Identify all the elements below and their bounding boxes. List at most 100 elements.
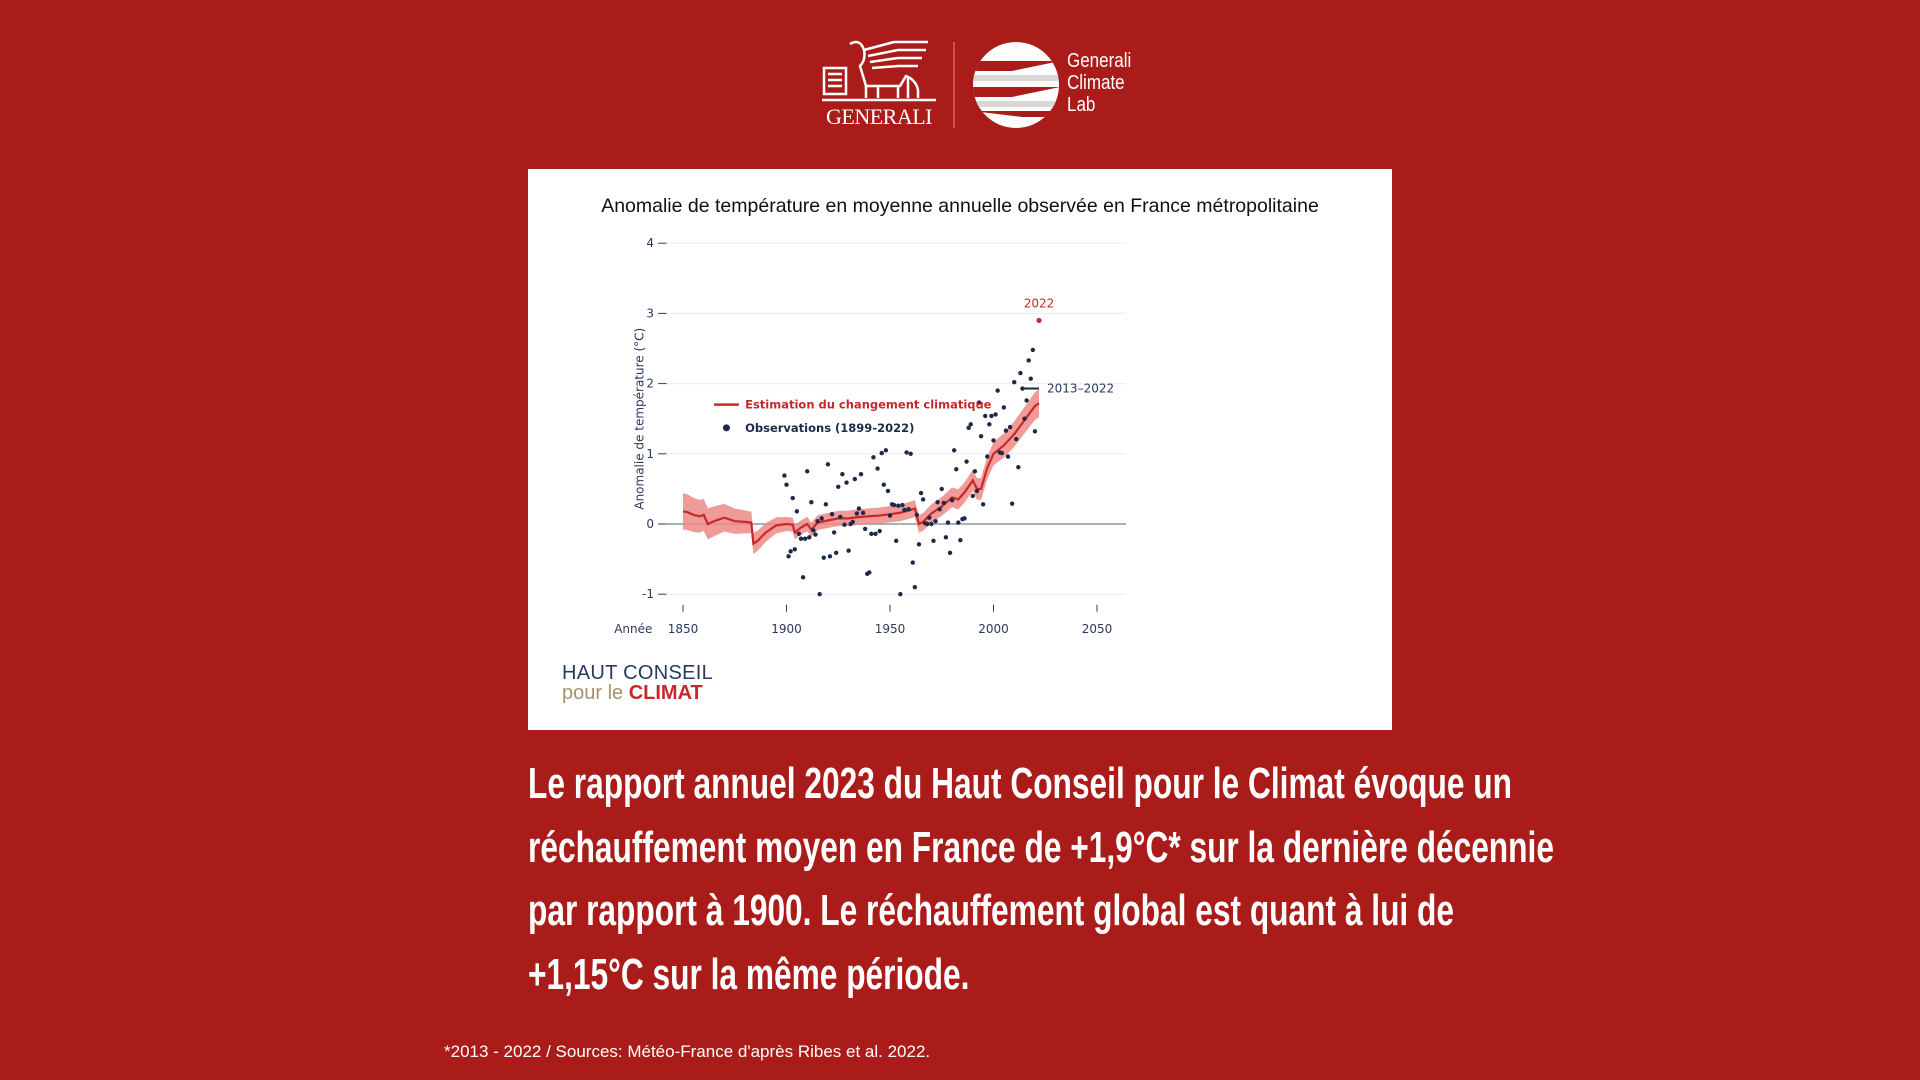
body-line: réchauffement moyen en France de +1,9°C*…	[528, 822, 1554, 872]
logo-divider	[953, 42, 955, 128]
observation-point	[925, 521, 930, 527]
observation-point	[933, 518, 938, 524]
highlight-label: 2022	[1024, 296, 1055, 310]
decade-mean-label: 2013–2022	[1047, 382, 1114, 396]
observation-point	[858, 471, 864, 477]
observation-point	[786, 554, 791, 559]
observation-point	[885, 488, 891, 494]
observation-point	[891, 502, 897, 508]
observation-point	[943, 535, 949, 540]
observation-point	[906, 507, 911, 512]
observation-point	[825, 462, 831, 467]
observation-point	[941, 500, 947, 506]
observation-point	[937, 507, 942, 512]
observation-point	[796, 531, 802, 537]
observation-point	[1014, 436, 1019, 442]
observation-point	[985, 454, 990, 459]
climate-lab-wordmark: Generali Climate Lab	[1067, 50, 1131, 116]
observation-point	[883, 448, 889, 453]
observation-point	[869, 531, 874, 537]
observation-point	[1018, 370, 1023, 376]
chart-title: Anomalie de température en moyenne annue…	[601, 195, 1319, 217]
observation-point	[871, 455, 876, 460]
observation-point	[939, 486, 944, 492]
observation-point	[976, 400, 982, 405]
observation-point	[1016, 464, 1021, 470]
observation-point	[914, 512, 920, 518]
y-tick-label: 1	[646, 447, 654, 461]
x-tick-label: 1950	[875, 622, 906, 636]
observation-point	[989, 413, 994, 419]
generali-logo: GENERALI	[822, 38, 936, 130]
observation-point	[790, 495, 795, 501]
y-tick-label: 4	[646, 236, 654, 250]
observation-point	[850, 519, 855, 525]
observation-point	[920, 497, 926, 502]
observation-point	[987, 422, 992, 427]
observation-point	[1032, 429, 1038, 434]
observation-point	[1007, 424, 1013, 430]
observation-point	[1030, 347, 1036, 353]
x-tick-label: 2000	[978, 622, 1009, 636]
hcc-logo: HAUT CONSEIL pour le CLIMAT	[562, 663, 713, 703]
observation-point	[819, 516, 824, 521]
observation-point	[838, 514, 843, 520]
observation-point	[1022, 416, 1027, 421]
legend-label-trend: Estimation du changement climatique	[745, 398, 992, 412]
climate-lab-globe-icon	[973, 42, 1059, 128]
observation-point	[792, 547, 797, 552]
hcc-logo-climat: CLIMAT	[628, 682, 703, 704]
observation-point	[881, 482, 886, 487]
observation-point	[862, 526, 868, 532]
temperature-chart: -1 0 1 2 3 4 1850 1900 1950 2000 2050 Année Anomalie…	[614, 236, 1126, 636]
observation-point	[902, 507, 907, 513]
observation-point	[972, 469, 978, 474]
climate-lab-line-1: Generali	[1067, 50, 1132, 72]
observation-point	[904, 450, 909, 455]
observation-point	[1005, 454, 1011, 459]
observation-point	[854, 511, 860, 516]
observation-point	[999, 450, 1004, 456]
observation-point	[966, 425, 971, 431]
observation-point	[836, 484, 841, 489]
observation-point	[974, 488, 980, 494]
observation-point	[877, 528, 882, 534]
observation-point	[821, 555, 826, 560]
observation-point	[794, 509, 800, 514]
generali-wordmark: GENERALI	[826, 104, 932, 129]
body-line: Le rapport annuel 2023 du Haut Conseil p…	[528, 759, 1513, 808]
observation-point	[951, 448, 957, 453]
body-paragraph: Le rapport annuel 2023 du Haut Conseil p…	[528, 752, 1554, 1006]
y-tick-label: 0	[646, 517, 654, 531]
y-tick-label: 2	[646, 377, 654, 391]
observation-point	[970, 493, 975, 499]
observation-point	[831, 530, 837, 535]
x-tick-label: 2050	[1082, 622, 1113, 636]
x-axis-label: Année	[614, 622, 652, 636]
observation-point	[842, 522, 847, 527]
observation-point	[798, 536, 804, 541]
observation-point	[1026, 358, 1031, 363]
observation-point	[900, 502, 905, 508]
observation-point	[912, 584, 918, 590]
observation-point	[840, 471, 845, 477]
observation-point	[805, 469, 810, 474]
observation-point	[1028, 376, 1033, 381]
observation-point	[978, 434, 984, 439]
observation-point	[945, 520, 951, 525]
y-axis-label: Anomalie de température (°C)	[633, 328, 647, 510]
observation-point	[784, 482, 789, 487]
observation-point	[833, 550, 839, 555]
observation-point	[856, 506, 862, 511]
observation-point	[894, 538, 899, 544]
observation-point	[968, 422, 973, 427]
highlight-point	[1036, 317, 1042, 324]
observation-point	[807, 535, 812, 540]
observation-point	[887, 513, 893, 518]
observation-point	[815, 518, 820, 524]
observation-point	[1009, 501, 1015, 506]
observation-point	[867, 570, 872, 575]
observation-point	[802, 536, 808, 541]
observation-point	[949, 497, 955, 503]
observation-point	[898, 592, 903, 597]
